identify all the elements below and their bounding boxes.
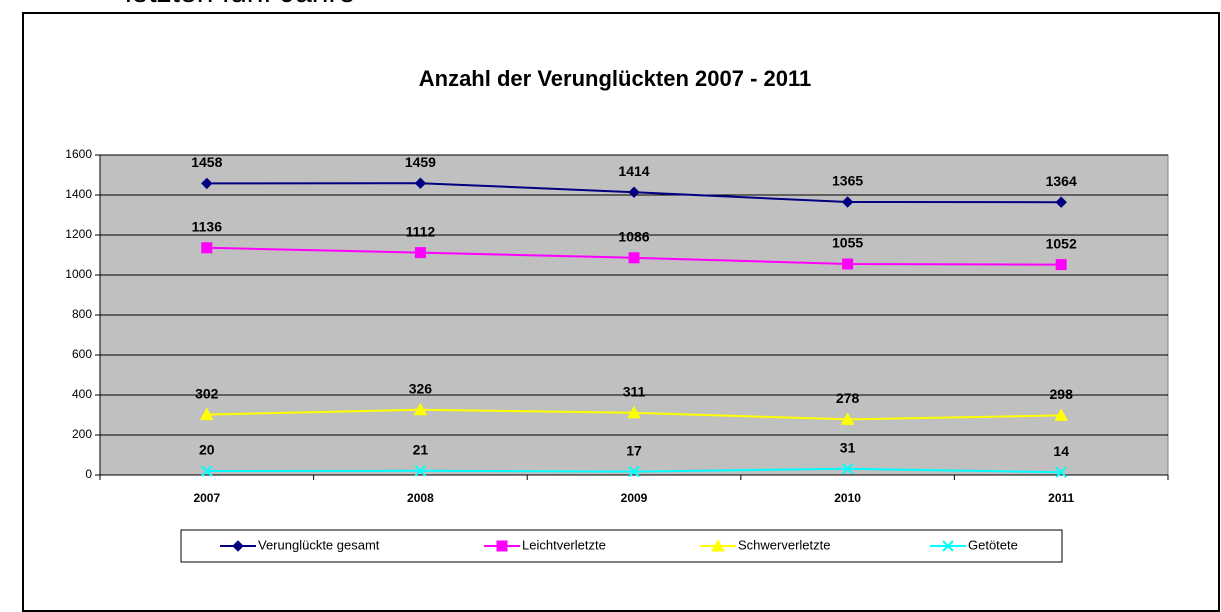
data-label: 20 <box>199 442 215 458</box>
marker <box>627 405 641 419</box>
data-label: 298 <box>1050 386 1074 402</box>
y-tick-label: 1200 <box>65 227 92 241</box>
chart-title: Anzahl der Verunglückten 2007 - 2011 <box>419 66 812 91</box>
marker <box>1055 466 1067 478</box>
marker <box>628 465 640 478</box>
data-label: 1052 <box>1046 235 1077 251</box>
x-tick-label: 2007 <box>193 491 220 505</box>
x-tick-label: 2008 <box>407 491 434 505</box>
y-tick-label: 800 <box>72 307 92 321</box>
y-tick-label: 1400 <box>65 187 92 201</box>
data-label: 302 <box>195 385 219 401</box>
data-label: 14 <box>1053 443 1069 459</box>
y-tick-label: 1000 <box>65 267 92 281</box>
legend-label: Verunglückte gesamt <box>258 537 380 552</box>
data-label: 1458 <box>191 154 222 170</box>
legend-label: Leichtverletzte <box>522 537 606 552</box>
marker <box>1054 408 1069 421</box>
marker <box>1055 196 1067 208</box>
marker <box>841 196 854 208</box>
marker <box>628 252 640 264</box>
data-label: 1365 <box>832 173 863 189</box>
legend-box <box>180 529 1063 563</box>
marker <box>842 258 854 270</box>
data-label: 1459 <box>405 154 436 170</box>
y-tick-label: 600 <box>72 347 92 361</box>
data-label: 17 <box>626 442 642 458</box>
legend-item: Verunglückte gesamt <box>220 537 380 552</box>
y-tick-label: 1600 <box>65 147 92 161</box>
y-tick-label: 400 <box>72 387 92 401</box>
page-heading: letzten fünf Jahre <box>125 0 355 9</box>
marker <box>414 177 427 189</box>
legend-marker <box>942 540 954 552</box>
marker <box>840 412 855 425</box>
data-label: 31 <box>840 440 856 456</box>
legend-label: Schwerverletzte <box>738 537 830 552</box>
data-label: 1364 <box>1046 173 1077 189</box>
data-label: 278 <box>836 390 860 406</box>
legend-item: Leichtverletzte <box>484 537 606 552</box>
data-label: 21 <box>413 442 429 458</box>
marker <box>201 177 213 190</box>
marker <box>628 186 640 198</box>
marker <box>199 407 214 421</box>
data-label: 1414 <box>618 163 649 179</box>
marker <box>414 247 426 259</box>
marker <box>841 463 854 475</box>
x-tick-label: 2011 <box>1048 491 1074 505</box>
legend-item: Getötete <box>930 537 1018 552</box>
legend-marker <box>496 540 508 552</box>
data-label: 1136 <box>192 219 223 235</box>
y-tick-label: 200 <box>72 427 92 441</box>
legend-item: Schwerverletzte <box>700 537 830 552</box>
legend-marker <box>232 540 244 552</box>
marker <box>414 465 427 477</box>
marker <box>1055 259 1067 271</box>
marker <box>201 242 213 254</box>
marker <box>413 402 428 416</box>
data-label: 1055 <box>832 235 863 251</box>
x-tick-label: 2010 <box>834 491 861 505</box>
y-tick-label: 0 <box>85 467 92 481</box>
data-label: 1086 <box>618 229 649 245</box>
data-label: 311 <box>623 384 646 400</box>
marker <box>201 465 213 477</box>
data-label: 1112 <box>406 223 436 239</box>
data-label: 326 <box>409 381 433 397</box>
legend-label: Getötete <box>968 537 1018 552</box>
x-tick-label: 2009 <box>621 491 648 505</box>
legend-marker <box>711 538 725 552</box>
